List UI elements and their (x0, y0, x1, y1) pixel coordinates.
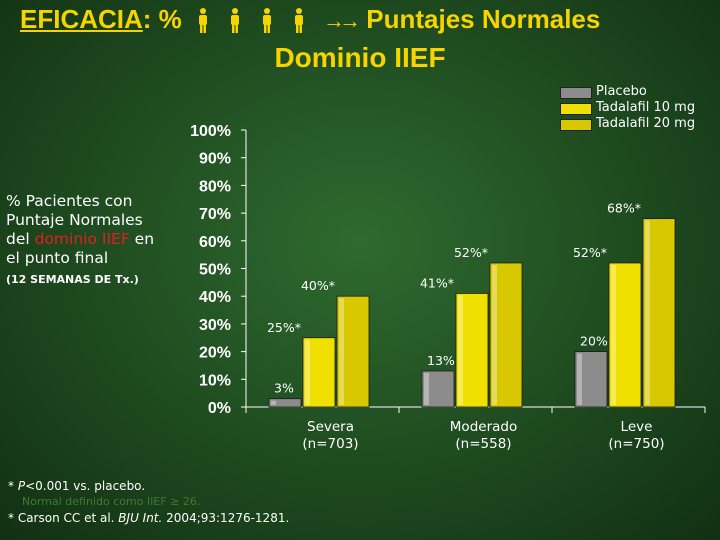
footnote-pvalue: * P<0.001 vs. placebo. (8, 479, 146, 493)
data-label: 20% (580, 334, 608, 349)
legend-item-tadalafil10: Tadalafil 10 mg (560, 100, 720, 116)
x-category-label: Leve (621, 419, 653, 435)
people-icons: → → (199, 8, 359, 34)
bar-highlight (424, 372, 429, 405)
subtitle: Dominio IIEF (274, 42, 446, 73)
y-tick-label: 90% (199, 151, 231, 168)
legend-item-placebo: Placebo (560, 84, 720, 100)
y-label-part2: en el punto final (6, 230, 155, 267)
title-prefix: EFICACIA (20, 4, 143, 34)
footnote-definition: Normal definido como IIEF ≥ 26. (22, 495, 201, 508)
y-tick-label: 20% (199, 345, 231, 362)
data-label: 40%* (301, 278, 335, 293)
footnotes: * P<0.001 vs. placebo. Normal definido c… (8, 478, 508, 526)
bar-highlight (492, 264, 497, 405)
y-label-highlight: dominio IIEF (34, 230, 130, 248)
bar (642, 218, 676, 408)
legend-label: Placebo (596, 84, 647, 99)
data-label: 68%* (607, 201, 641, 216)
footnote-citation: * Carson CC et al. BJU Int. 2004;93:1276… (8, 511, 290, 525)
bar (455, 293, 489, 408)
bar-highlight (305, 339, 310, 405)
title: EFICACIA: % → → Puntajes Normales (20, 4, 720, 40)
y-tick-label: 70% (199, 206, 231, 223)
y-axis-label: % Pacientes con Puntaje Normales del dom… (6, 192, 156, 289)
legend-label: Tadalafil 20 mg (596, 116, 696, 131)
legend-label: Tadalafil 10 mg (596, 100, 696, 115)
bar-highlight (577, 353, 582, 405)
y-tick-label: 30% (199, 317, 231, 334)
legend-item-tadalafil20: Tadalafil 20 mg (560, 116, 720, 132)
y-tick-label: 40% (199, 289, 231, 306)
bar (336, 295, 370, 408)
x-category-label: (n=703) (302, 436, 358, 452)
bar-highlight (611, 264, 616, 405)
legend-swatch (560, 119, 592, 131)
data-label: 25%* (267, 320, 301, 335)
y-tick-label: 80% (199, 178, 231, 195)
legend: Placebo Tadalafil 10 mg Tadalafil 20 mg (560, 84, 720, 132)
bar (302, 337, 336, 408)
y-label-part1: % Pacientes con Puntaje Normales del (6, 192, 143, 248)
y-tick-label: 10% (199, 372, 231, 389)
bar-chart: 0% 10% 20% 30% 40% 50% 60% 70% 80% 90% 100% 3% 25%* 4… (190, 123, 676, 452)
data-label: 52%* (454, 245, 488, 260)
bar (268, 398, 302, 408)
bar-highlight (645, 220, 650, 405)
data-label: 52%* (573, 245, 607, 260)
y-tick-label: 50% (199, 262, 231, 279)
person-icon (263, 8, 272, 34)
bar (574, 351, 608, 408)
y-label-note: (12 SEMANAS DE Tx.) (6, 273, 139, 286)
y-tick-label: 100% (190, 123, 231, 140)
x-category-label: Severa (307, 419, 354, 435)
person-icon (231, 8, 240, 34)
bar-highlight (339, 298, 344, 405)
y-tick-label: 60% (199, 234, 231, 251)
title-colon-pct: : % (142, 4, 182, 34)
x-category-label: (n=558) (455, 436, 511, 452)
person-icon (295, 8, 304, 34)
person-icon (199, 8, 208, 34)
svg-text:→: → (339, 8, 359, 33)
data-label: 13% (427, 353, 455, 368)
title-suffix: Puntajes Normales (366, 4, 601, 34)
bar (608, 262, 642, 408)
arrow-icon: → (323, 8, 345, 33)
legend-swatch (560, 103, 592, 115)
bar-highlight (458, 295, 463, 405)
x-category-label: Moderado (450, 419, 517, 435)
bar-highlight (271, 400, 276, 405)
legend-swatch (560, 87, 592, 99)
bar (489, 262, 523, 408)
data-label: 41%* (420, 275, 454, 290)
y-tick-label: 0% (208, 400, 231, 417)
x-category-label: (n=750) (608, 436, 664, 452)
data-label: 3% (274, 381, 294, 396)
bar (421, 370, 455, 408)
